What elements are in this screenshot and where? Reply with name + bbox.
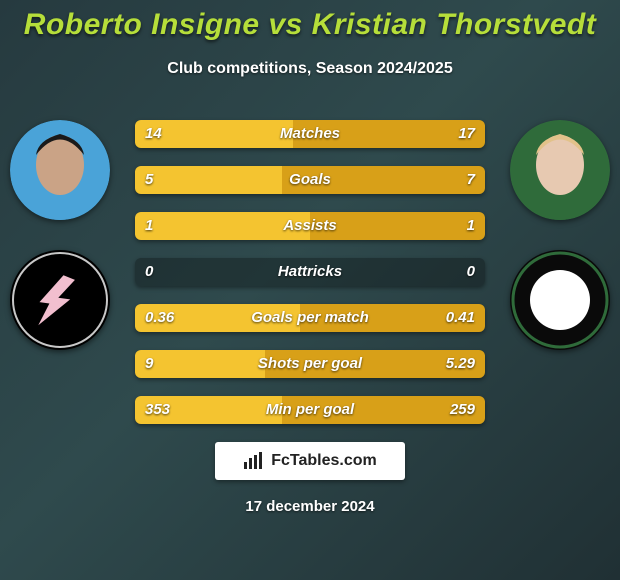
date-label: 17 december 2024 (0, 498, 620, 515)
right-player-column (500, 110, 620, 350)
left-club-badge (10, 250, 110, 350)
page-subtitle: Club competitions, Season 2024/2025 (0, 60, 620, 78)
left-player-avatar (10, 120, 110, 220)
stat-label: Goals (135, 166, 485, 194)
stat-label: Hattricks (135, 258, 485, 286)
stat-value-left: 14 (145, 120, 162, 148)
stat-row: Shots per goal9 5.29 (135, 350, 485, 378)
stat-value-left: 5 (145, 166, 153, 194)
stat-row: Matches14 17 (135, 120, 485, 148)
stat-value-right: 0 (467, 258, 475, 286)
stat-row: Hattricks0 0 (135, 258, 485, 286)
stat-row: Assists1 1 (135, 212, 485, 240)
stat-label: Shots per goal (135, 350, 485, 378)
stat-bars: Matches14 17 Goals5 7 Assists1 1 Hattricks0 0 Go… (135, 120, 485, 442)
stat-label: Matches (135, 120, 485, 148)
stat-label: Min per goal (135, 396, 485, 424)
brand-box: FcTables.com (215, 442, 405, 480)
stat-value-right: 17 (458, 120, 475, 148)
stat-label: Assists (135, 212, 485, 240)
right-club-badge (510, 250, 610, 350)
comparison-infographic: Roberto Insigne vs Kristian Thorstvedt C… (0, 0, 620, 580)
right-player-avatar (510, 120, 610, 220)
left-player-column (0, 110, 120, 350)
stat-value-right: 7 (467, 166, 475, 194)
stat-row: Min per goal353 259 (135, 396, 485, 424)
stat-value-right: 259 (450, 396, 475, 424)
brand-label: FcTables.com (271, 452, 377, 470)
stat-value-left: 353 (145, 396, 170, 424)
page-title: Roberto Insigne vs Kristian Thorstvedt (0, 0, 620, 42)
stat-row: Goals5 7 (135, 166, 485, 194)
stat-value-left: 9 (145, 350, 153, 378)
stat-value-left: 1 (145, 212, 153, 240)
stat-value-right: 5.29 (446, 350, 475, 378)
stat-value-right: 1 (467, 212, 475, 240)
stat-value-left: 0 (145, 258, 153, 286)
brand-chart-icon (243, 452, 265, 470)
stat-value-left: 0.36 (145, 304, 174, 332)
stat-label: Goals per match (135, 304, 485, 332)
stat-row: Goals per match0.36 0.41 (135, 304, 485, 332)
stat-value-right: 0.41 (446, 304, 475, 332)
